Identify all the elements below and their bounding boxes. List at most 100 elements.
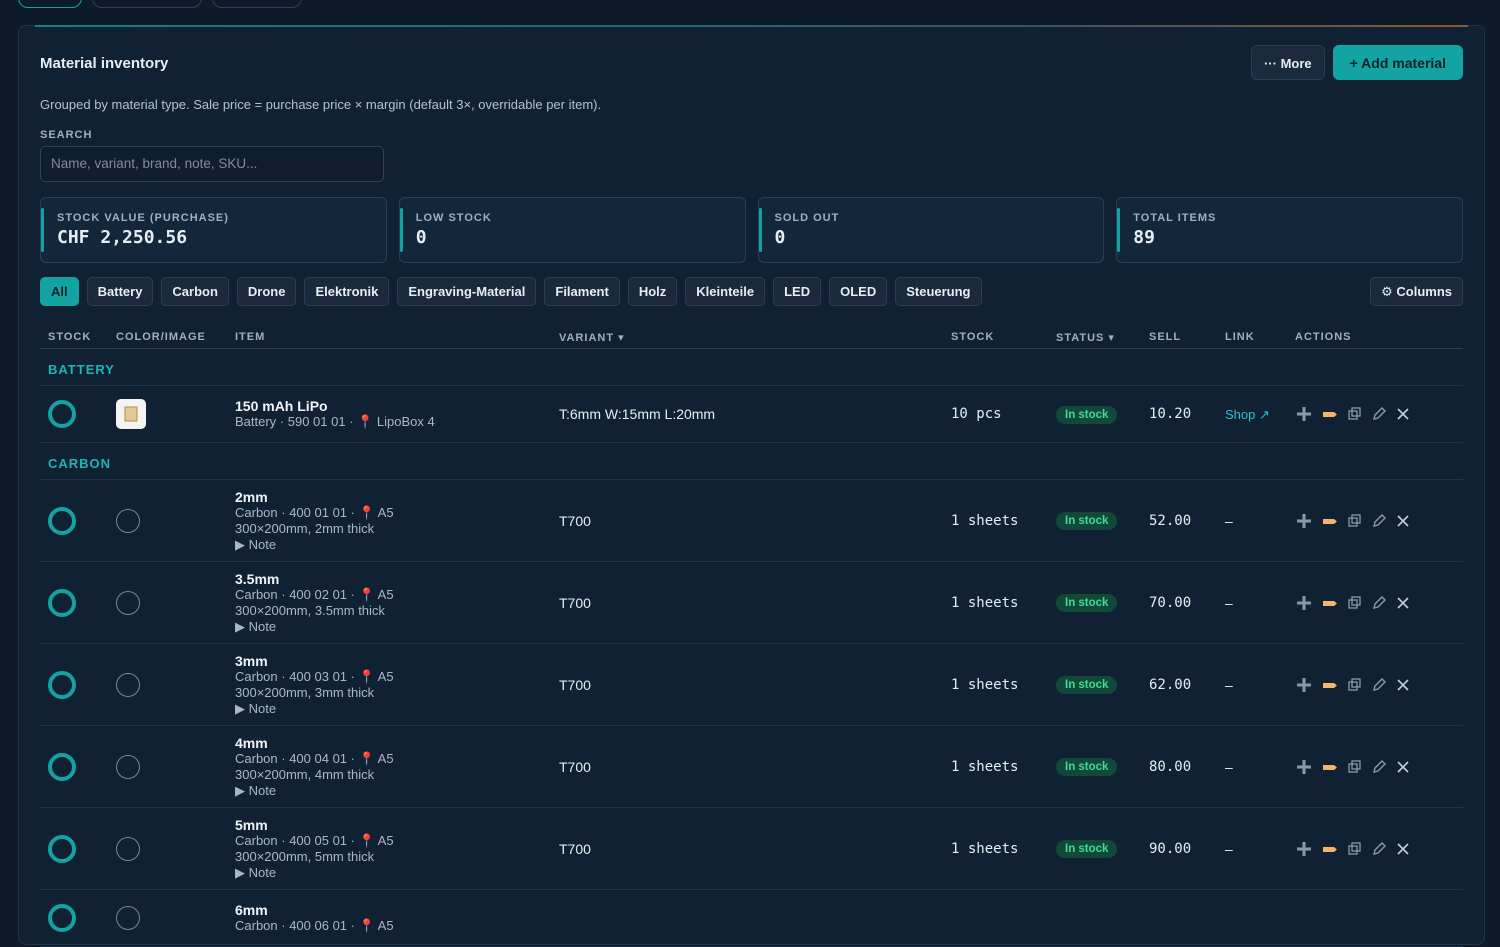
color-swatch (116, 836, 140, 861)
edit-icon[interactable] (1371, 406, 1387, 422)
edit-icon[interactable] (1371, 677, 1387, 693)
more-button[interactable]: ··· More (1250, 45, 1325, 80)
edit-icon[interactable] (1371, 513, 1387, 529)
table-row: 3.5mm Carbon · 400 02 01 · 📍 A5 300×200mm,… (40, 562, 1463, 644)
delete-icon[interactable] (1395, 677, 1411, 693)
filter-chip[interactable]: Kleinteile (685, 277, 766, 306)
filter-chip[interactable]: Steuerung (895, 277, 982, 306)
header-buttons: ··· More + Add material (1250, 45, 1463, 80)
stock-indicator[interactable] (48, 670, 76, 699)
search-label: SEARCH (40, 129, 93, 141)
actions-cell (1295, 512, 1463, 530)
columns-button[interactable]: ⚙ Columns (1370, 277, 1463, 306)
stat-label: STOCK VALUE (PURCHASE) (57, 212, 229, 224)
status-badge: In stock (1056, 405, 1118, 424)
add-icon[interactable] (1295, 405, 1313, 423)
tab[interactable] (212, 0, 302, 8)
item-note[interactable]: ▶ Note (235, 536, 277, 552)
copy-icon[interactable] (1347, 841, 1363, 857)
stock-cell (48, 752, 116, 781)
stat-value: 0 (415, 227, 427, 248)
delete-icon[interactable] (1395, 841, 1411, 857)
tag-icon[interactable] (1321, 840, 1339, 858)
add-button[interactable]: + Add material (1332, 45, 1463, 80)
link-cell: – (1225, 676, 1233, 693)
add-icon[interactable] (1295, 758, 1313, 776)
variant-cell: T:6mm W:15mm L:20mm (559, 406, 716, 422)
item-detail: 300×200mm, 3.5mm thick (235, 602, 385, 618)
tag-icon[interactable] (1321, 594, 1339, 612)
item-meta: Carbon · 400 06 01 · 📍 A5 (235, 918, 394, 933)
tab[interactable] (18, 0, 82, 8)
item-note[interactable]: ▶ Note (235, 782, 277, 798)
column-header: SELL (1149, 331, 1182, 343)
copy-icon[interactable] (1347, 759, 1363, 775)
variant-cell: T700 (559, 512, 591, 529)
status-cell: In stock (1056, 757, 1149, 776)
edit-icon[interactable] (1371, 759, 1387, 775)
column-header: ITEM (235, 331, 266, 343)
stock-indicator[interactable] (48, 904, 76, 932)
column-header[interactable]: VARIANT ▾ (559, 331, 625, 344)
status-badge: In stock (1056, 758, 1118, 776)
edit-icon[interactable] (1371, 841, 1387, 857)
add-icon[interactable] (1295, 594, 1313, 612)
item-note[interactable]: ▶ Note (235, 864, 277, 880)
add-icon[interactable] (1295, 840, 1313, 858)
add-icon[interactable] (1295, 676, 1313, 694)
search-input[interactable]: Name, variant, brand, note, SKU... (40, 146, 384, 182)
add-icon[interactable] (1295, 512, 1313, 530)
status-cell: In stock (1056, 675, 1149, 694)
stock-indicator[interactable] (48, 400, 76, 428)
tab[interactable] (92, 0, 202, 8)
item-detail: 300×200mm, 4mm thick (235, 766, 375, 782)
filter-chip[interactable]: Carbon (161, 277, 229, 306)
tag-icon[interactable] (1321, 405, 1339, 423)
copy-icon[interactable] (1347, 677, 1363, 693)
delete-icon[interactable] (1395, 595, 1411, 611)
delete-icon[interactable] (1395, 513, 1411, 529)
delete-icon[interactable] (1395, 406, 1411, 422)
link-cell: – (1225, 512, 1233, 529)
stat-card: SOLD OUT 0 (757, 197, 1105, 263)
filter-chip[interactable]: Battery (86, 277, 154, 306)
tag-icon[interactable] (1321, 676, 1339, 694)
copy-icon[interactable] (1347, 595, 1363, 611)
filter-chip[interactable]: OLED (829, 277, 888, 306)
filter-chip[interactable]: All (40, 277, 79, 306)
copy-icon[interactable] (1347, 406, 1363, 422)
color-swatch (116, 754, 140, 779)
table-row: 3mm Carbon · 400 03 01 · 📍 A5 300×200mm, 3… (40, 644, 1463, 726)
item-meta: Carbon · 400 02 01 · 📍 A5 (235, 586, 394, 602)
status-cell: In stock (1056, 405, 1149, 424)
filter-chip[interactable]: Filament (544, 277, 620, 306)
stock-indicator[interactable] (48, 752, 76, 781)
item-image (116, 399, 146, 429)
stock-indicator[interactable] (48, 834, 76, 863)
filter-chip[interactable]: Holz (627, 277, 678, 306)
filter-chip[interactable]: Elektronik (304, 277, 390, 306)
column-header[interactable]: STATUS ▾ (1056, 331, 1115, 344)
filter-chip[interactable]: Engraving-Material (397, 277, 537, 306)
item-cell: 150 mAh LiPo Battery · 590 01 01 · 📍 Lipo… (235, 398, 559, 430)
tag-icon[interactable] (1321, 758, 1339, 776)
tag-icon[interactable] (1321, 512, 1339, 530)
color-cell (116, 672, 235, 697)
sell-cell: 62.00 (1149, 676, 1192, 693)
edit-icon[interactable] (1371, 595, 1387, 611)
sell-cell: 70.00 (1149, 594, 1192, 611)
item-note[interactable]: ▶ Note (235, 618, 277, 634)
stock-indicator[interactable] (48, 506, 76, 535)
status-cell: In stock (1056, 593, 1149, 612)
actions-cell (1295, 840, 1463, 858)
filter-chip[interactable]: LED (773, 277, 822, 306)
item-note[interactable]: ▶ Note (235, 700, 277, 716)
variant-cell: T700 (559, 676, 591, 693)
stock-cell: 10 pcs (951, 406, 1002, 422)
filter-chip[interactable]: Drone (236, 277, 297, 306)
table-row: 2mm Carbon · 400 01 01 · 📍 A5 300×200mm, 2… (40, 480, 1463, 562)
delete-icon[interactable] (1395, 759, 1411, 775)
stock-indicator[interactable] (48, 588, 76, 617)
copy-icon[interactable] (1347, 513, 1363, 529)
shop-link[interactable]: Shop ↗ (1225, 406, 1270, 422)
